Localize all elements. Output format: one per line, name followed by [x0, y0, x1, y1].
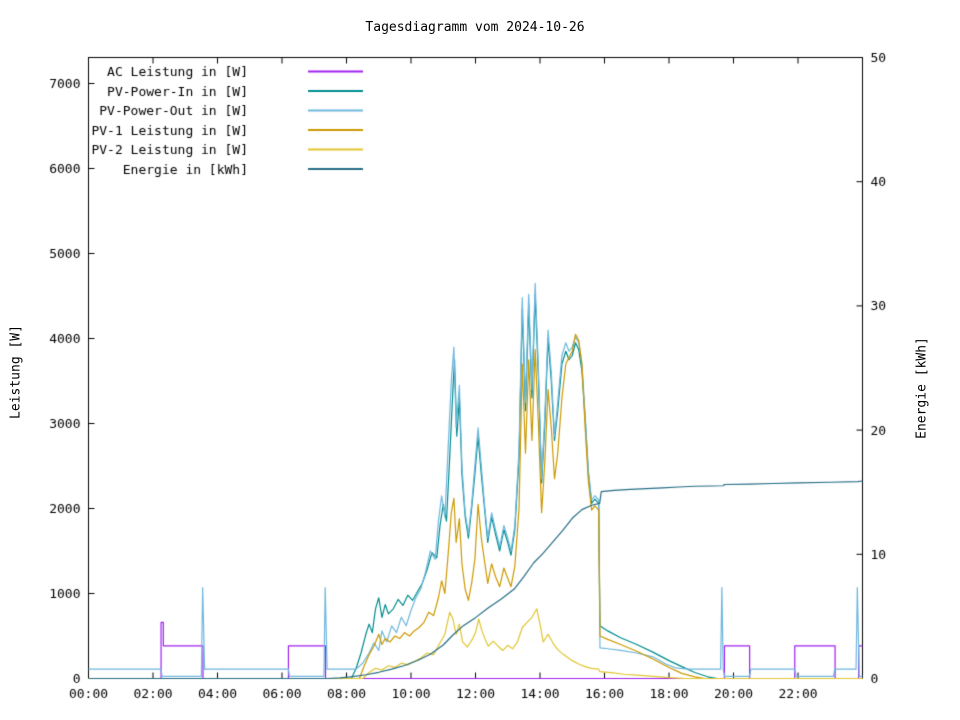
- plot-canvas: [0, 0, 960, 720]
- daily-pv-chart: Tagesdiagramm vom 2024-10-26 Leistung [W…: [0, 0, 960, 720]
